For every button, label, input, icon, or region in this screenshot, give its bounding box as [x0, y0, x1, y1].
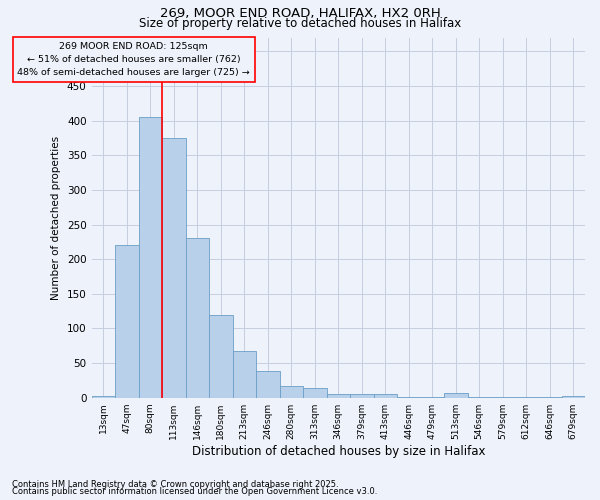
Bar: [491, 397, 515, 398]
Text: 269, MOOR END ROAD, HALIFAX, HX2 0RH: 269, MOOR END ROAD, HALIFAX, HX2 0RH: [160, 8, 440, 20]
Bar: [233, 350, 256, 398]
X-axis label: Distribution of detached houses by size in Halifax: Distribution of detached houses by size …: [191, 444, 485, 458]
Bar: [444, 393, 467, 398]
Bar: [303, 388, 326, 398]
Text: 269 MOOR END ROAD: 125sqm
← 51% of detached houses are smaller (762)
48% of semi: 269 MOOR END ROAD: 125sqm ← 51% of detac…: [17, 42, 250, 78]
Bar: [538, 397, 562, 398]
Bar: [421, 397, 444, 398]
Bar: [326, 394, 350, 398]
Bar: [256, 372, 280, 398]
Text: Contains public sector information licensed under the Open Government Licence v3: Contains public sector information licen…: [12, 487, 377, 496]
Text: Contains HM Land Registry data © Crown copyright and database right 2025.: Contains HM Land Registry data © Crown c…: [12, 480, 338, 489]
Bar: [397, 397, 421, 398]
Bar: [139, 117, 162, 398]
Bar: [185, 238, 209, 398]
Bar: [515, 397, 538, 398]
Bar: [115, 246, 139, 398]
Bar: [209, 314, 233, 398]
Bar: [467, 397, 491, 398]
Bar: [162, 138, 185, 398]
Text: Size of property relative to detached houses in Halifax: Size of property relative to detached ho…: [139, 18, 461, 30]
Bar: [562, 396, 585, 398]
Bar: [374, 394, 397, 398]
Y-axis label: Number of detached properties: Number of detached properties: [52, 136, 61, 300]
Bar: [92, 396, 115, 398]
Bar: [280, 386, 303, 398]
Bar: [350, 394, 374, 398]
